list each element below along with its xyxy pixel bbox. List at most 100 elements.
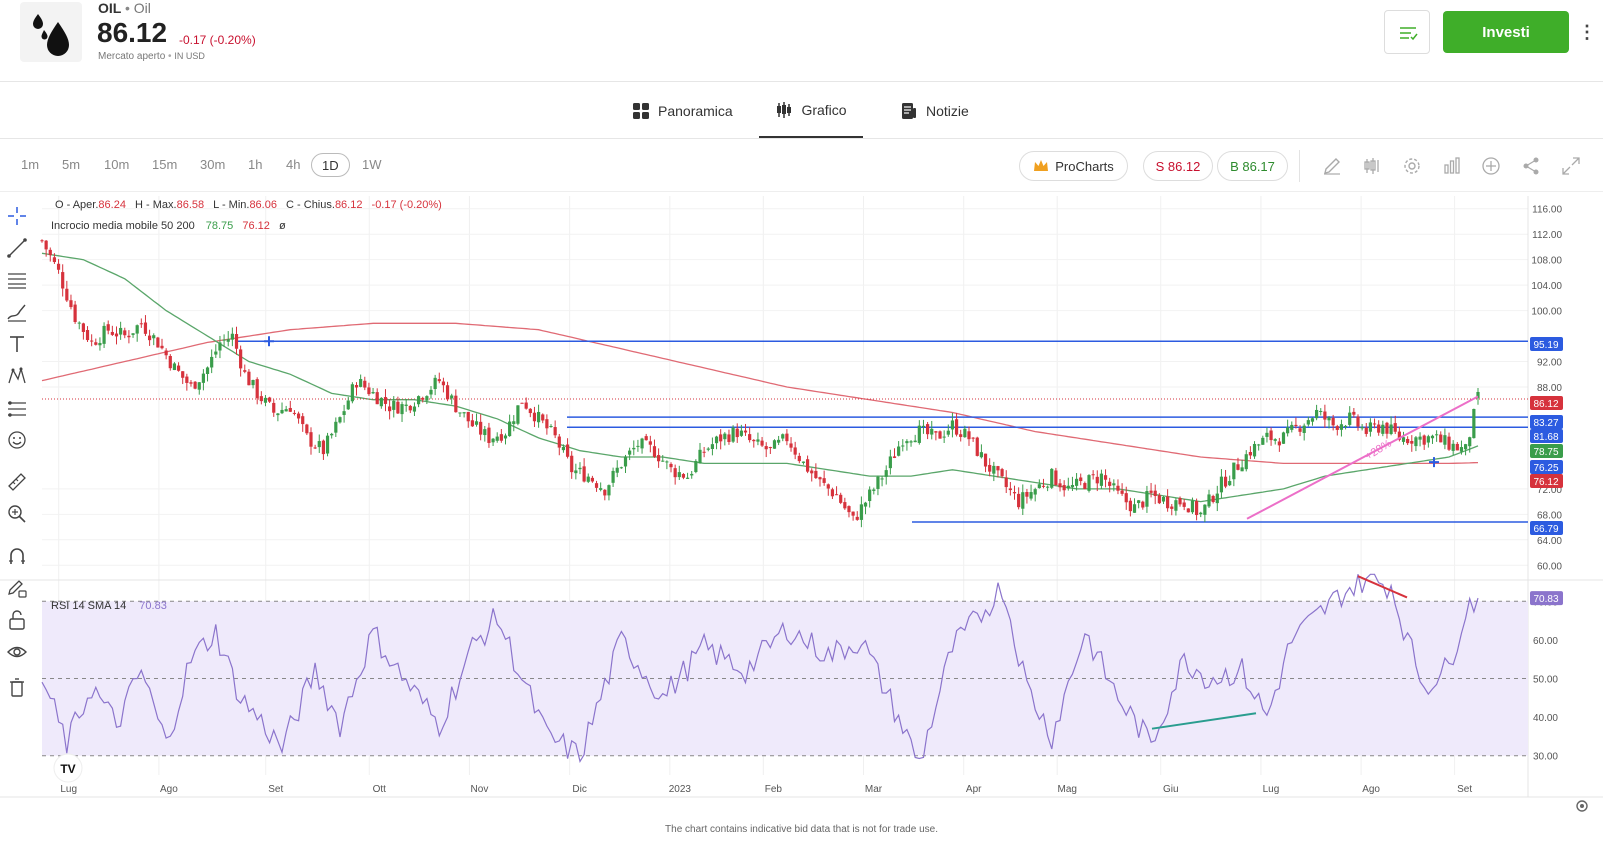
- horizontal-levels[interactable]: [42, 340, 1528, 523]
- trend-line[interactable]: [1246, 395, 1479, 520]
- candle-body: [930, 428, 934, 435]
- candle-body: [789, 443, 793, 448]
- trash-icon[interactable]: [6, 677, 28, 699]
- candle-body: [1406, 438, 1410, 444]
- instrument-title: OIL • Oil: [98, 0, 151, 16]
- candle-body: [1215, 493, 1219, 504]
- prediction-icon[interactable]: [6, 397, 28, 419]
- candle-body: [921, 425, 926, 427]
- candle-body: [1319, 410, 1323, 412]
- tradingview-logo[interactable]: TV: [53, 753, 83, 783]
- candle-body: [1112, 483, 1116, 486]
- fib-lines-icon[interactable]: [6, 269, 28, 291]
- candle-body: [491, 438, 495, 443]
- timeframe-15m[interactable]: 15m: [152, 157, 178, 172]
- axis-settings-icon[interactable]: [1576, 800, 1588, 812]
- invest-button[interactable]: Investi: [1443, 11, 1569, 53]
- timeframe-10m[interactable]: 10m: [104, 157, 130, 172]
- magnet-icon[interactable]: [6, 545, 28, 567]
- candle-body: [640, 438, 644, 449]
- timeframe-1w[interactable]: 1W: [362, 157, 382, 172]
- tab-grafico[interactable]: Grafico: [759, 83, 863, 138]
- more-options-icon[interactable]: ⋮: [1578, 22, 1596, 42]
- fullscreen-icon[interactable]: [1561, 156, 1581, 176]
- timeframe-1d[interactable]: 1D: [311, 153, 350, 177]
- candle-body: [938, 431, 942, 439]
- tab-panoramica[interactable]: Panoramica: [632, 83, 733, 138]
- pencil-icon[interactable]: [1322, 156, 1342, 176]
- candle-body: [756, 439, 760, 442]
- candle-body: [503, 435, 508, 439]
- candle-body: [781, 434, 785, 439]
- candle-body: [487, 427, 491, 443]
- candle-body: [1335, 426, 1339, 430]
- candle-body: [1397, 431, 1401, 440]
- rsi-tick-label: 40.00: [1533, 713, 1558, 724]
- eye-icon[interactable]: [6, 641, 28, 663]
- tab-notizie[interactable]: Notizie: [900, 83, 969, 138]
- chart-type-icon[interactable]: [1442, 156, 1462, 176]
- candle-body: [1315, 409, 1319, 419]
- candle-body: [1286, 427, 1290, 434]
- timeframe-1h[interactable]: 1h: [248, 157, 263, 172]
- ma200-series: [41, 322, 1479, 465]
- brush-icon[interactable]: [6, 301, 28, 323]
- candle-body: [855, 516, 859, 520]
- candle-body: [516, 405, 520, 424]
- price-tick-label: 108.00: [1531, 256, 1562, 267]
- candle-body: [160, 345, 164, 349]
- candle-body: [102, 325, 106, 344]
- gear-icon[interactable]: [1402, 156, 1422, 176]
- time-tick-label: Ago: [1362, 784, 1380, 795]
- ruler-icon[interactable]: [6, 471, 28, 493]
- indicators-icon[interactable]: [1362, 156, 1382, 176]
- candle-body: [975, 437, 979, 456]
- ohlc-low-label: L - Min.: [213, 199, 249, 211]
- price-tick-label: 116.00: [1532, 205, 1562, 216]
- market-status: Mercato aperto • IN USD: [98, 51, 205, 62]
- emoji-icon[interactable]: [6, 429, 28, 451]
- candle-body: [1463, 444, 1468, 450]
- candle-body: [913, 440, 917, 443]
- candle-body: [392, 400, 396, 410]
- time-tick-label: Lug: [1263, 784, 1280, 795]
- candle-body: [243, 370, 247, 372]
- candle-body: [1186, 508, 1190, 513]
- time-tick-label: Nov: [471, 784, 489, 795]
- candle-body: [1468, 437, 1472, 447]
- lock-icon[interactable]: [6, 609, 28, 631]
- candle-body: [119, 327, 123, 335]
- time-tick-label: Ott: [373, 784, 387, 795]
- rsi-divergence-line[interactable]: [1151, 712, 1257, 730]
- market-status-text: Mercato aperto: [98, 51, 166, 62]
- candle-body: [897, 446, 901, 456]
- crosshair-icon[interactable]: [6, 205, 28, 227]
- candle-body: [1422, 435, 1426, 445]
- watchlist-button[interactable]: [1384, 10, 1430, 54]
- buy-button[interactable]: B 86.17: [1217, 151, 1288, 181]
- share-icon[interactable]: [1521, 156, 1541, 176]
- timeframe-1m[interactable]: 1m: [21, 157, 40, 172]
- timeframe-4h[interactable]: 4h: [286, 157, 301, 172]
- candle-body: [1451, 443, 1455, 451]
- procharts-button[interactable]: ProCharts: [1019, 151, 1128, 181]
- timeframe-5m[interactable]: 5m: [62, 157, 81, 172]
- currency-label: IN USD: [174, 51, 205, 61]
- candle-body: [1029, 492, 1033, 499]
- sell-button[interactable]: S 86.12: [1143, 151, 1213, 181]
- timeframe-30m[interactable]: 30m: [200, 157, 226, 172]
- candle-body: [851, 511, 855, 516]
- candle-body: [139, 323, 143, 325]
- add-icon[interactable]: [1481, 156, 1501, 176]
- draw-lock-icon[interactable]: [6, 577, 28, 599]
- rsi-divergence-line[interactable]: [1357, 575, 1408, 599]
- text-tool-icon[interactable]: [6, 333, 28, 355]
- pattern-icon[interactable]: [6, 365, 28, 387]
- candle-body: [263, 397, 268, 403]
- trend-line-icon[interactable]: [6, 237, 28, 259]
- rsi-value-label: 70.83: [1530, 591, 1563, 606]
- zoom-icon[interactable]: [6, 503, 28, 525]
- price-chart[interactable]: +28% 116.00 112.00 108.00 104.00 100.00 92.00…: [0, 192, 1603, 812]
- candle-body: [872, 489, 876, 491]
- ma-legend: Incrocio media mobile 50 200 78.75 76.12…: [51, 220, 286, 232]
